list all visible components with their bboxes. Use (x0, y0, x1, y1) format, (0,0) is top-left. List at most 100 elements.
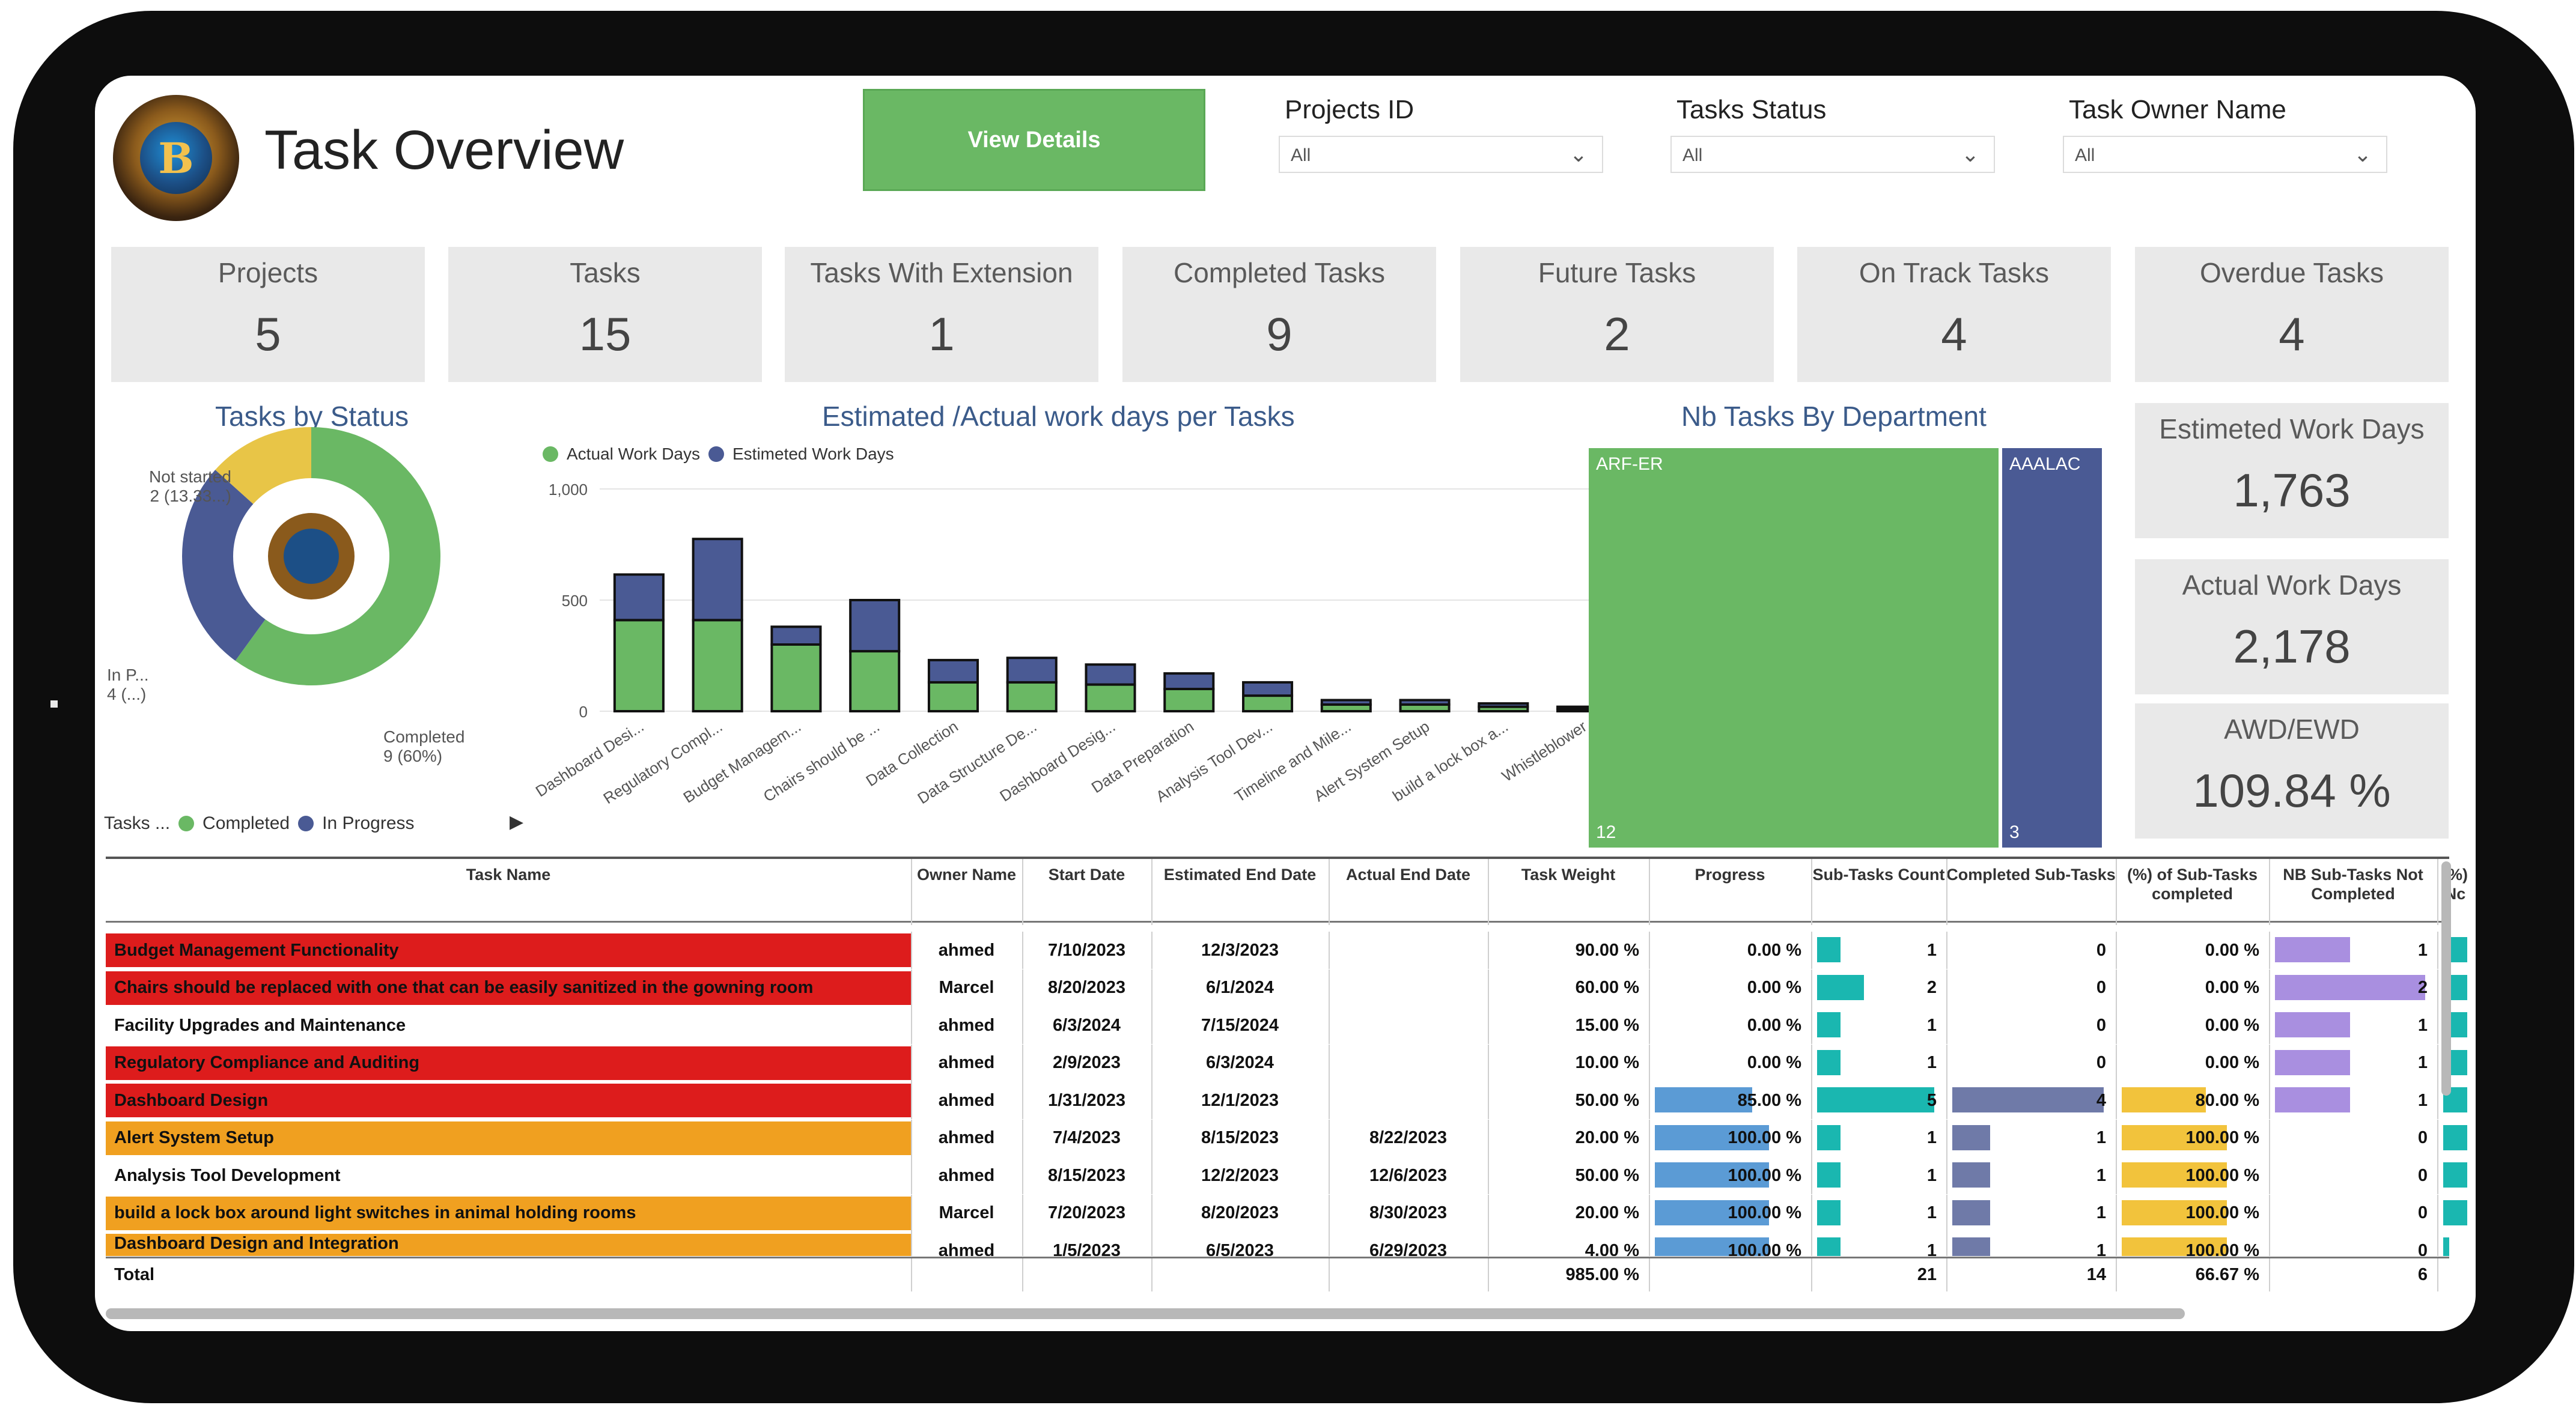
column-divider (1649, 1258, 1650, 1291)
legend-actual-label[interactable]: Actual Work Days (567, 445, 700, 463)
sub-tasks-not-completed-cell: 1 (2417, 1015, 2428, 1035)
column-divider (1022, 1044, 1023, 1082)
column-divider (1811, 1044, 1812, 1082)
task-owner-dropdown[interactable]: All ⌄ (2063, 136, 2387, 173)
bar-estimated-work-days[interactable] (927, 658, 979, 684)
donut-slice-not-started[interactable] (215, 427, 311, 505)
column-header[interactable]: NB Sub-Tasks Not Completed (2283, 866, 2423, 903)
column-header[interactable]: Completed Sub-Tasks (1946, 866, 2116, 884)
column-divider (1488, 1232, 1489, 1256)
projects-id-dropdown[interactable]: All ⌄ (1279, 136, 1603, 173)
column-header[interactable]: Estimated End Date (1163, 866, 1317, 884)
total-sub-tasks-not-completed: 6 (2417, 1264, 2428, 1284)
bar-estimated-work-days[interactable] (1006, 657, 1058, 684)
bar-actual-work-days[interactable] (1006, 681, 1058, 712)
bar-estimated-work-days[interactable] (613, 573, 665, 622)
column-header[interactable]: Task Weight (1521, 866, 1616, 884)
treemap-tile-arf-er[interactable]: ARF-ER 12 (1589, 448, 1999, 848)
column-header[interactable]: Owner Name (916, 866, 1017, 884)
bar-estimated-work-days[interactable] (1085, 663, 1136, 686)
table-row[interactable]: Regulatory Compliance and Auditing ahmed 2… (106, 1044, 2467, 1082)
column-header[interactable]: Sub-Tasks Count (1812, 866, 1945, 884)
progress-cell: 85.00 % (1737, 1090, 1801, 1110)
table-row[interactable]: Dashboard Design ahmed 1/31/2023 12/1/2023 5… (106, 1082, 2467, 1119)
tasks-status-dropdown[interactable]: All ⌄ (1670, 136, 1995, 173)
department-chart-title: Nb Tasks By Department (1681, 401, 1987, 432)
column-divider (1022, 1119, 1023, 1157)
total-completed-sub-tasks: 14 (2086, 1264, 2106, 1284)
column-divider (1946, 932, 1947, 969)
sub-tasks-not-completed-cell: 2 (2417, 978, 2428, 997)
legend-scroll-arrow-icon[interactable]: ▶ (510, 812, 524, 832)
legend-estimated-label[interactable]: Estimeted Work Days (732, 445, 894, 463)
column-header[interactable]: Progress (1694, 866, 1765, 884)
bar-estimated-work-days[interactable] (849, 599, 901, 653)
bar-estimated-work-days[interactable] (1320, 699, 1372, 706)
table-row[interactable]: Budget Management Functionality ahmed 7/10… (106, 932, 2467, 969)
table-row[interactable]: Alert System Setup ahmed 7/4/2023 8/15/2023… (106, 1119, 2467, 1157)
column-divider (1649, 1044, 1650, 1082)
task-owner-filter: Task Owner Name All ⌄ (2063, 95, 2387, 173)
column-divider (1329, 1007, 1330, 1044)
legend-in-progress-label[interactable]: In Progress (322, 813, 415, 833)
estimated-end-date-cell: 6/3/2024 (1206, 1053, 1274, 1072)
bar-estimated-work-days[interactable] (770, 625, 822, 646)
bar-actual-work-days[interactable] (770, 643, 822, 712)
bar-estimated-work-days[interactable] (692, 538, 743, 622)
column-divider (1811, 969, 1812, 1007)
data-bar (2122, 1237, 2227, 1256)
table-row[interactable]: Analysis Tool Development ahmed 8/15/2023 1… (106, 1157, 2467, 1194)
actual-end-date-cell: 8/22/2023 (1369, 1128, 1447, 1147)
bar-actual-work-days[interactable] (1085, 683, 1136, 713)
column-divider (1151, 859, 1153, 925)
donut-slice-in-progress[interactable] (181, 470, 266, 661)
in-progress-label-value: 4 (...) (107, 685, 147, 703)
bar-estimated-work-days[interactable] (1163, 672, 1215, 691)
actual-end-date-cell (1329, 932, 1488, 969)
vertical-scrollbar[interactable] (2441, 861, 2451, 1096)
kpi-label: Tasks With Extension (810, 257, 1073, 288)
legend-completed-label[interactable]: Completed (202, 813, 290, 833)
task-name-cell: Chairs should be replaced with one that … (106, 971, 911, 1005)
completed-label-text: Completed (383, 727, 465, 746)
column-divider (1649, 1082, 1650, 1119)
column-divider (1329, 1232, 1330, 1256)
column-divider (1329, 932, 1330, 969)
owner-cell: Marcel (939, 978, 994, 997)
kpi-value: 5 (255, 308, 281, 360)
task-name-cell: Facility Upgrades and Maintenance (106, 1009, 911, 1042)
table-row[interactable]: Chairs should be replaced with one that … (106, 969, 2467, 1007)
bar-actual-work-days[interactable] (927, 681, 979, 712)
column-divider (911, 1044, 912, 1082)
column-header[interactable]: Start Date (1048, 866, 1125, 884)
table-row[interactable]: build a lock box around light switches i… (106, 1194, 2467, 1232)
kpi-completed-tasks: Completed Tasks 9 (1122, 247, 1436, 382)
column-header[interactable]: Task Name (466, 866, 551, 884)
bar-actual-work-days[interactable] (849, 650, 901, 713)
column-header[interactable]: (%) of Sub-Tasks completed (2127, 866, 2258, 903)
bar-actual-work-days[interactable] (613, 619, 665, 712)
tasks-by-status-legend: Tasks ... Completed In Progress (104, 813, 415, 834)
horizontal-scrollbar[interactable] (106, 1308, 2185, 1319)
bar-estimated-work-days[interactable] (1242, 681, 1294, 697)
bar-actual-work-days[interactable] (1163, 688, 1215, 712)
completed-sub-tasks-cell: 0 (2096, 1015, 2106, 1035)
in-progress-label-text: In P... (107, 666, 149, 684)
table-row[interactable]: Facility Upgrades and Maintenance ahmed 6/… (106, 1007, 2467, 1044)
bar-estimated-work-days[interactable] (1399, 699, 1451, 706)
bar-actual-work-days[interactable] (1242, 694, 1294, 713)
treemap-tile-count: 12 (1596, 822, 1616, 842)
y-tick-label: 500 (562, 592, 588, 610)
view-details-button[interactable]: View Details (863, 89, 1205, 191)
treemap-tile-aaalac[interactable]: AAALAC 3 (2002, 448, 2102, 848)
column-divider (1022, 1232, 1023, 1256)
donut-slice-completed[interactable] (235, 427, 440, 685)
bar-actual-work-days[interactable] (692, 619, 743, 712)
tasks-by-status-donut[interactable] (173, 418, 449, 694)
column-header[interactable]: Actual End Date (1345, 866, 1471, 884)
bar-estimated-work-days[interactable] (1478, 702, 1529, 708)
table-row[interactable]: Dashboard Design and Integration ahmed 1/5… (106, 1232, 2449, 1256)
column-divider (2437, 859, 2438, 925)
projects-id-filter: Projects ID All ⌄ (1279, 95, 1603, 173)
